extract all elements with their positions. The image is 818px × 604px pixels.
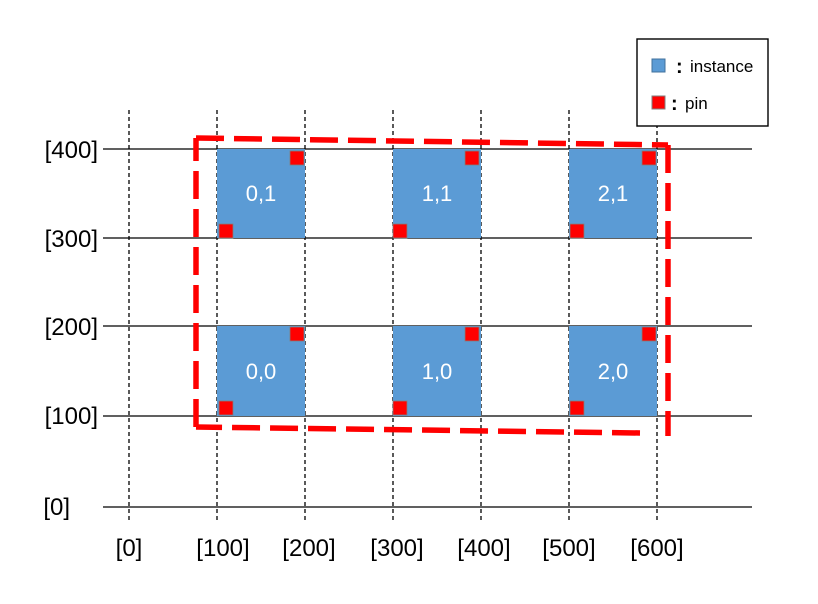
pin-marker <box>569 400 585 416</box>
pin-marker <box>464 326 480 342</box>
boundary-outline <box>193 135 671 436</box>
boundary-top <box>195 135 669 148</box>
y-tick-label: [300] <box>45 226 98 253</box>
y-tick-label: [0] <box>43 494 70 521</box>
pin-marker <box>641 326 657 342</box>
x-tick-label: [200] <box>282 535 335 562</box>
pin-marker <box>392 400 408 416</box>
instance-block: 1,1 <box>392 149 481 239</box>
legend: : instance : pin <box>636 38 769 127</box>
instance-label: 1,0 <box>422 359 453 384</box>
legend-pin-label: pin <box>685 94 708 113</box>
legend-instance-label: instance <box>690 57 753 76</box>
legend-colon: : <box>671 93 678 115</box>
pin-marker <box>218 400 234 416</box>
instance-label: 2,1 <box>598 181 629 206</box>
vertical-grid-lines <box>128 110 658 520</box>
pin-marker <box>289 150 305 166</box>
instance-block: 1,0 <box>392 326 481 416</box>
y-tick-label: [200] <box>45 314 98 341</box>
instance-block: 0,1 <box>217 149 305 239</box>
instance-label: 0,0 <box>246 359 277 384</box>
instance-label: 0,1 <box>246 181 277 206</box>
x-tick-label: [500] <box>542 535 595 562</box>
pin-swatch-icon <box>651 95 666 110</box>
instance-swatch-icon <box>651 58 666 73</box>
pin-marker <box>289 326 305 342</box>
pin-marker <box>641 150 657 166</box>
y-tick-label: [400] <box>45 137 98 164</box>
y-tick-label: [100] <box>45 403 98 430</box>
pin-marker <box>464 150 480 166</box>
x-tick-label: [100] <box>196 535 249 562</box>
x-tick-labels: [0] [100] [200] [300] [400] [500] [600] <box>116 535 684 562</box>
instance-block: 2,1 <box>569 149 657 239</box>
x-tick-label: [600] <box>630 535 683 562</box>
y-tick-labels: [400] [300] [200] [100] [0] <box>43 137 98 521</box>
legend-colon: : <box>676 56 683 78</box>
pin-marker <box>218 223 234 239</box>
pin-marker <box>392 223 408 239</box>
instance-block: 0,0 <box>217 326 305 416</box>
instance-block: 2,0 <box>569 326 657 416</box>
x-tick-label: [0] <box>116 535 143 562</box>
boundary-bottom <box>195 424 641 436</box>
pin-marker <box>569 223 585 239</box>
instance-label: 1,1 <box>422 181 453 206</box>
x-tick-label: [300] <box>370 535 423 562</box>
legend-box <box>636 38 769 127</box>
instance-label: 2,0 <box>598 359 629 384</box>
x-tick-label: [400] <box>457 535 510 562</box>
